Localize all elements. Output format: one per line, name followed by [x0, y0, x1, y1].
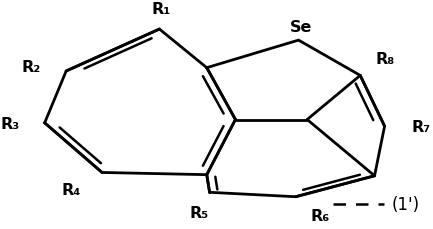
Text: R₅: R₅: [190, 205, 209, 220]
Text: Se: Se: [289, 20, 312, 35]
Text: R₂: R₂: [22, 60, 41, 75]
Text: R₇: R₇: [412, 119, 431, 134]
Text: (1'): (1'): [392, 196, 420, 213]
Text: R₃: R₃: [0, 117, 19, 132]
Text: R₄: R₄: [62, 182, 81, 197]
Text: R₆: R₆: [310, 208, 330, 223]
Text: R₈: R₈: [375, 52, 394, 67]
Text: R₁: R₁: [152, 2, 171, 16]
